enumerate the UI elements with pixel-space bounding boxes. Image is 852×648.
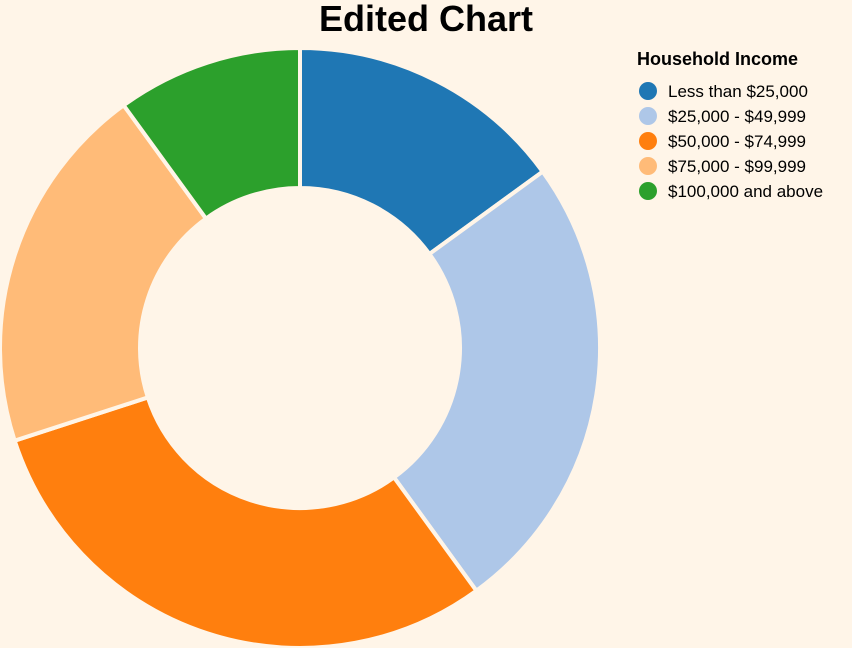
legend-label-4: $75,000 - $99,999 <box>668 157 806 176</box>
legend-label-1: Less than $25,000 <box>668 82 808 101</box>
legend-title: Household Income <box>637 49 798 69</box>
donut-slice-4[interactable] <box>0 103 208 443</box>
donut-slice-1[interactable] <box>298 46 545 256</box>
donut-slice-5[interactable] <box>121 46 302 221</box>
legend: Household Income Less than $25,000 $25,00… <box>637 49 823 201</box>
legend-label-3: $50,000 - $74,999 <box>668 132 806 151</box>
legend-label-2: $25,000 - $49,999 <box>668 107 806 126</box>
donut-slice-3[interactable] <box>12 395 479 648</box>
legend-swatch-5 <box>639 182 657 200</box>
chart-title: Edited Chart <box>319 0 533 39</box>
donut-slice-2[interactable] <box>392 169 602 593</box>
legend-swatch-1 <box>639 82 657 100</box>
legend-label-5: $100,000 and above <box>668 182 823 201</box>
legend-swatch-4 <box>639 157 657 175</box>
legend-swatch-2 <box>639 107 657 125</box>
legend-swatch-3 <box>639 132 657 150</box>
donut-slices <box>0 46 602 648</box>
